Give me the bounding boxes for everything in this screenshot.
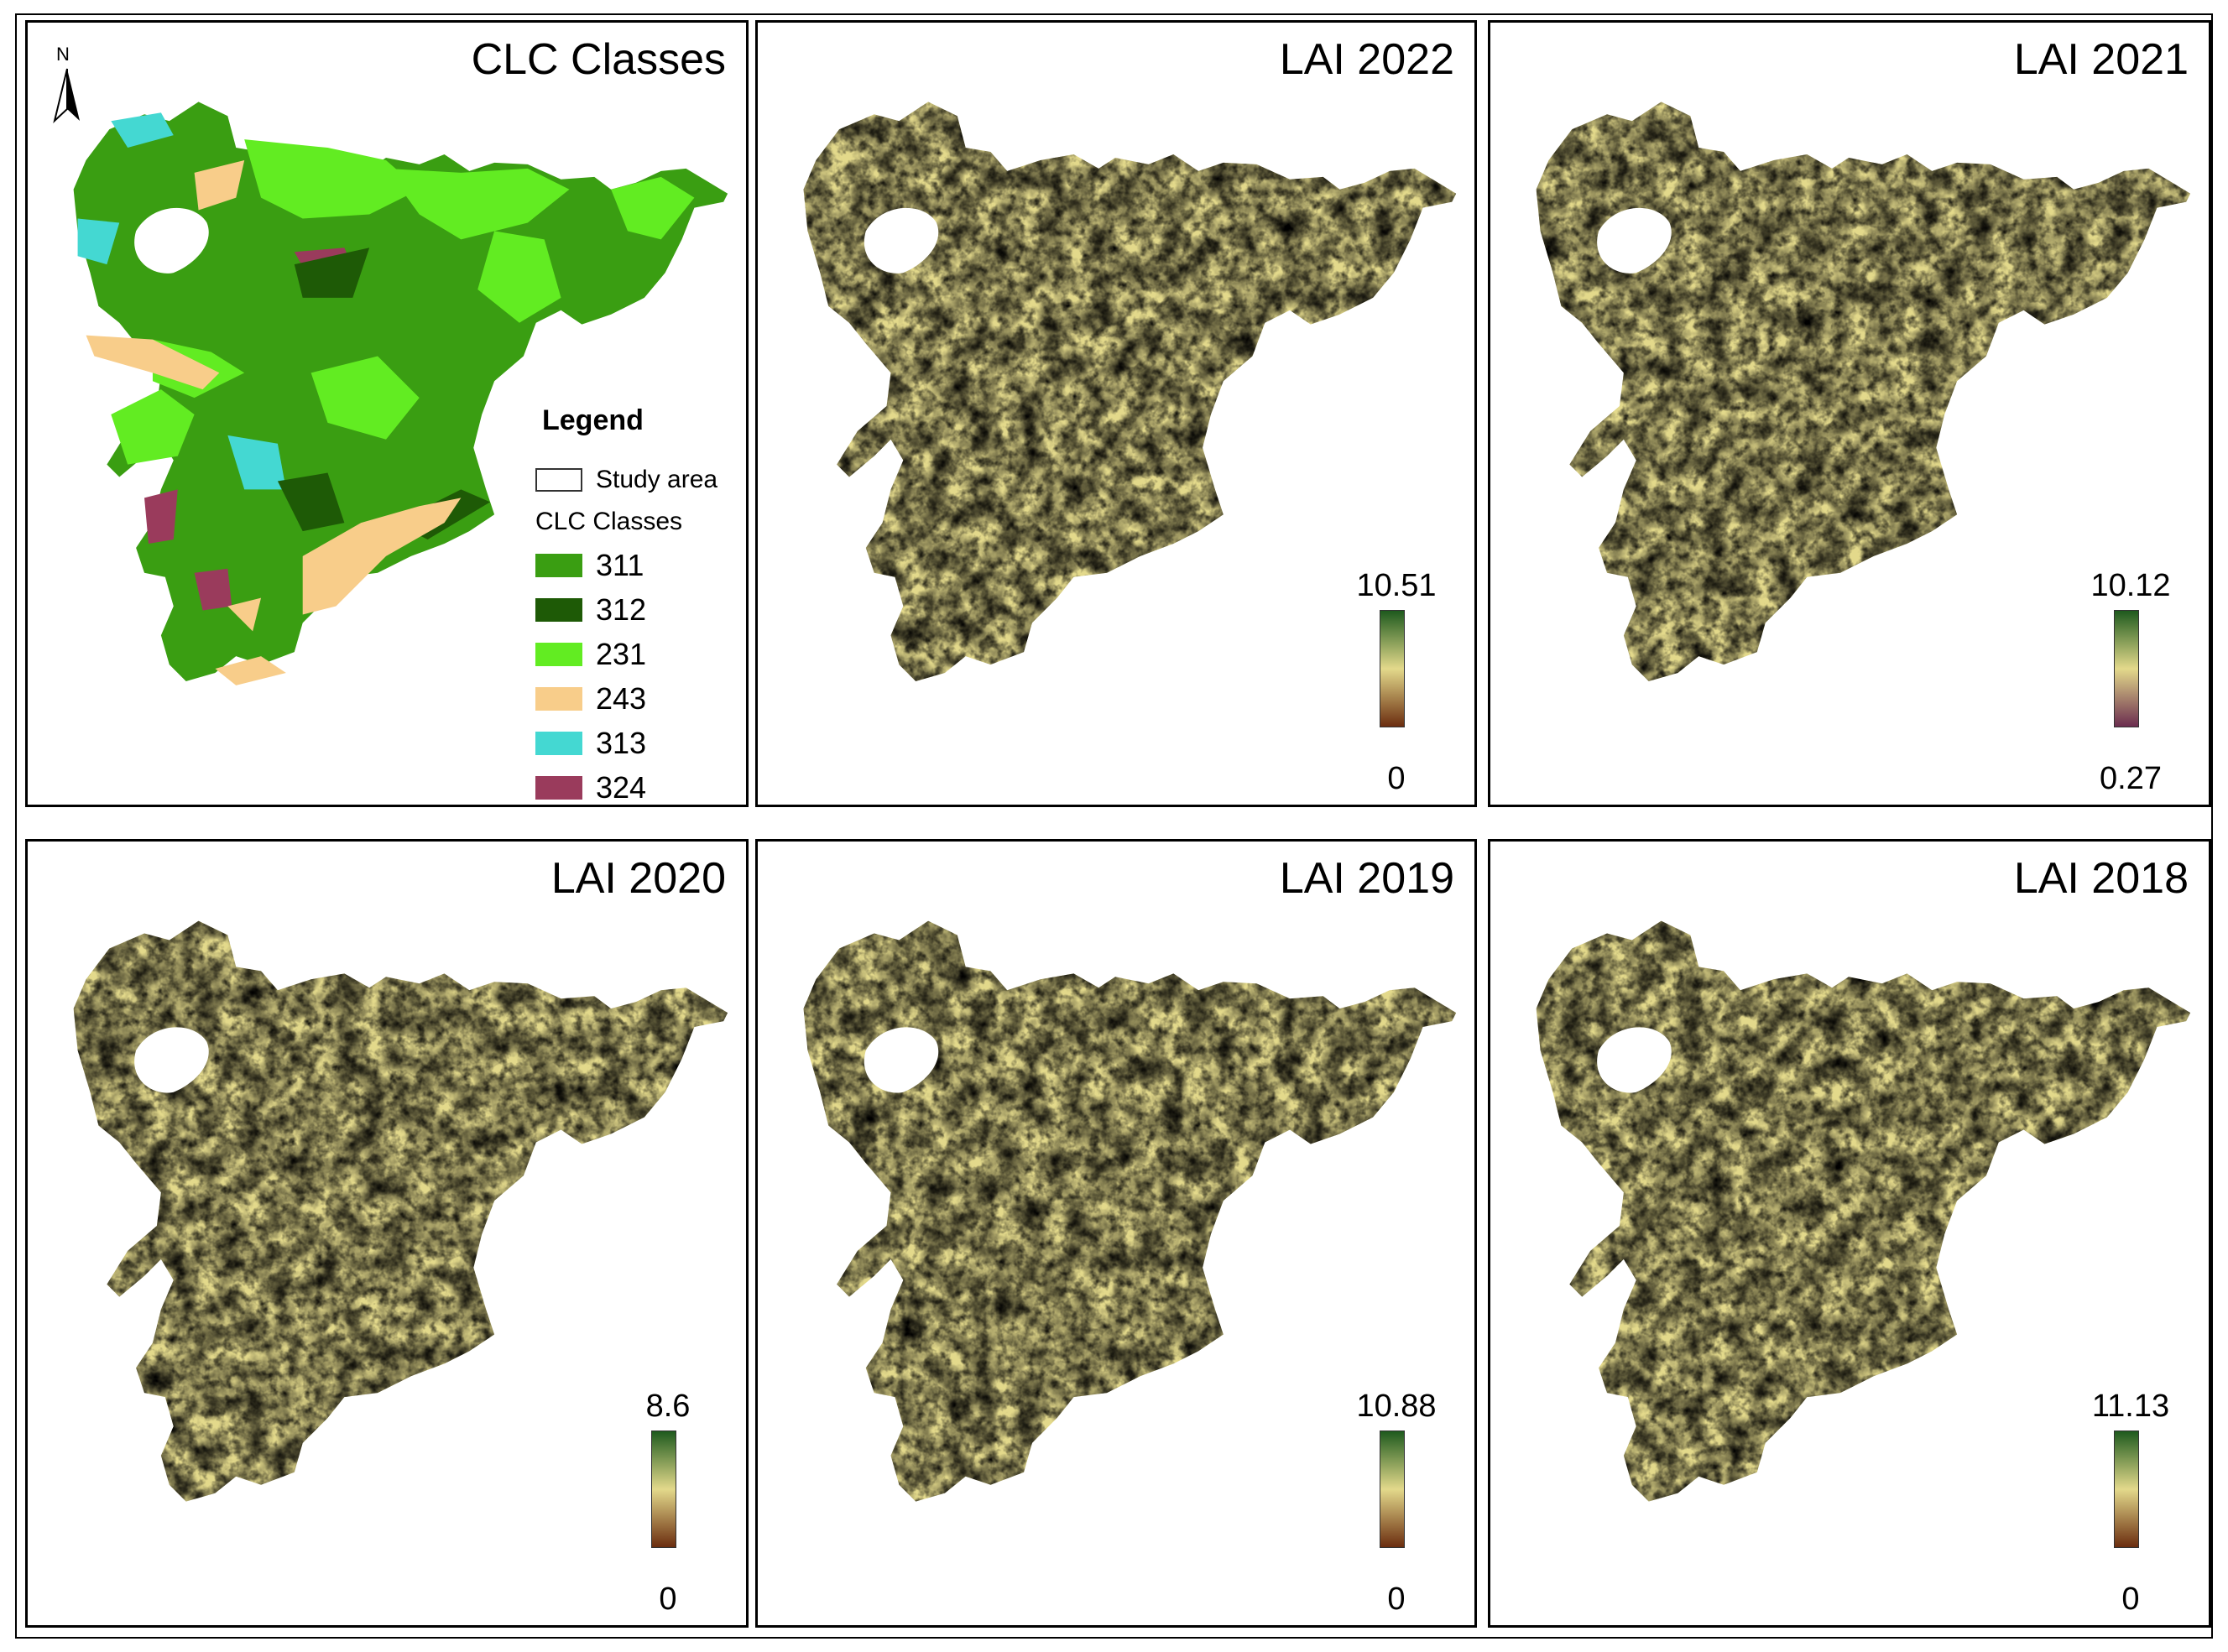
legend-swatch [535,686,582,711]
legend-item-clc-312: 312 [535,587,746,632]
legend-label: 312 [596,591,647,627]
panel-title: LAI 2020 [550,854,726,903]
legend-item-clc-313: 313 [535,721,746,765]
panel-title: LAI 2018 [2013,854,2189,903]
lake-area [1597,1027,1672,1093]
legend-item-clc-243: 243 [535,676,746,721]
north-arrow-icon: N [46,44,88,128]
legend-label: 231 [596,636,647,671]
scale-min-label: 0.27 [2100,761,2162,796]
panel-title: LAI 2019 [1279,854,1454,903]
panel-title: CLC Classes [471,35,726,84]
lai-color-scale: 10.88 0 [1350,1390,1443,1615]
legend-swatch [535,642,582,666]
scale-gradient-bar [2114,1431,2139,1548]
scale-max-label: 8.6 [645,1389,691,1424]
legend-label: 324 [596,769,647,805]
legend-item-study-area: Study area [535,459,746,501]
legend-label: 243 [596,680,647,716]
study-area-swatch [535,468,582,492]
clc-map-panel: CLC Classes N Legend Study area CLC Clas… [25,20,749,807]
legend-label: 311 [596,547,644,582]
lai-color-scale: 11.13 0 [2085,1390,2177,1615]
lai-raster-map [803,102,1457,681]
lai-color-scale: 8.6 0 [622,1390,714,1615]
scale-max-label: 10.51 [1356,568,1437,603]
legend-item-clc-311: 311 [535,543,746,587]
north-label: N [56,44,70,65]
lake-area [1597,207,1672,274]
panel-title: LAI 2022 [1279,35,1454,84]
scale-min-label: 0 [659,1582,677,1617]
scale-gradient-bar [651,1431,676,1548]
legend-title: Legend [542,404,644,436]
lai-raster-map [1536,102,2191,681]
lai-color-scale: 10.12 0.27 [2085,570,2177,795]
clc-map [73,102,728,685]
panel-title: LAI 2021 [2013,35,2189,84]
scale-gradient-bar [1380,610,1405,727]
legend-item-clc-324: 324 [535,765,746,805]
scale-max-label: 10.12 [2090,568,2171,603]
lai-raster-map [73,920,728,1502]
legend-swatch [535,775,582,800]
scale-min-label: 0 [1387,1582,1406,1617]
legend-swatch [535,731,582,755]
scale-min-label: 0 [1387,761,1406,796]
legend-item-clc-231: 231 [535,632,746,676]
lai-map-panel: LAI 2021 10.12 0.27 [1488,20,2211,807]
scale-min-label: 0 [2121,1582,2140,1617]
scale-max-label: 10.88 [1356,1389,1437,1424]
legend-swatch [535,597,582,622]
legend-label: 313 [596,725,647,760]
lai-map-panel: LAI 2018 11.13 0 [1488,839,2211,1628]
lai-raster-map [1536,920,2191,1502]
lake-area [134,1027,209,1093]
lake-area [864,207,939,274]
scale-gradient-bar [2114,610,2139,727]
lai-map-panel: LAI 2022 10.51 0 [755,20,1477,807]
lai-raster-map [803,920,1457,1502]
scale-gradient-bar [1380,1431,1405,1548]
scale-max-label: 11.13 [2091,1389,2170,1424]
lai-map-panel: LAI 2019 10.88 0 [755,839,1477,1628]
lai-map-panel: LAI 2020 8.6 0 [25,839,749,1628]
figure-frame [15,13,2213,1639]
legend-swatch [535,553,582,577]
legend-classes-heading: CLC Classes [535,508,683,535]
map-legend: Legend Study area CLC Classes 311 312 231 2… [535,404,746,805]
lai-color-scale: 10.51 0 [1350,570,1443,795]
legend-label: Study area [596,466,718,493]
lake-area [864,1027,939,1093]
